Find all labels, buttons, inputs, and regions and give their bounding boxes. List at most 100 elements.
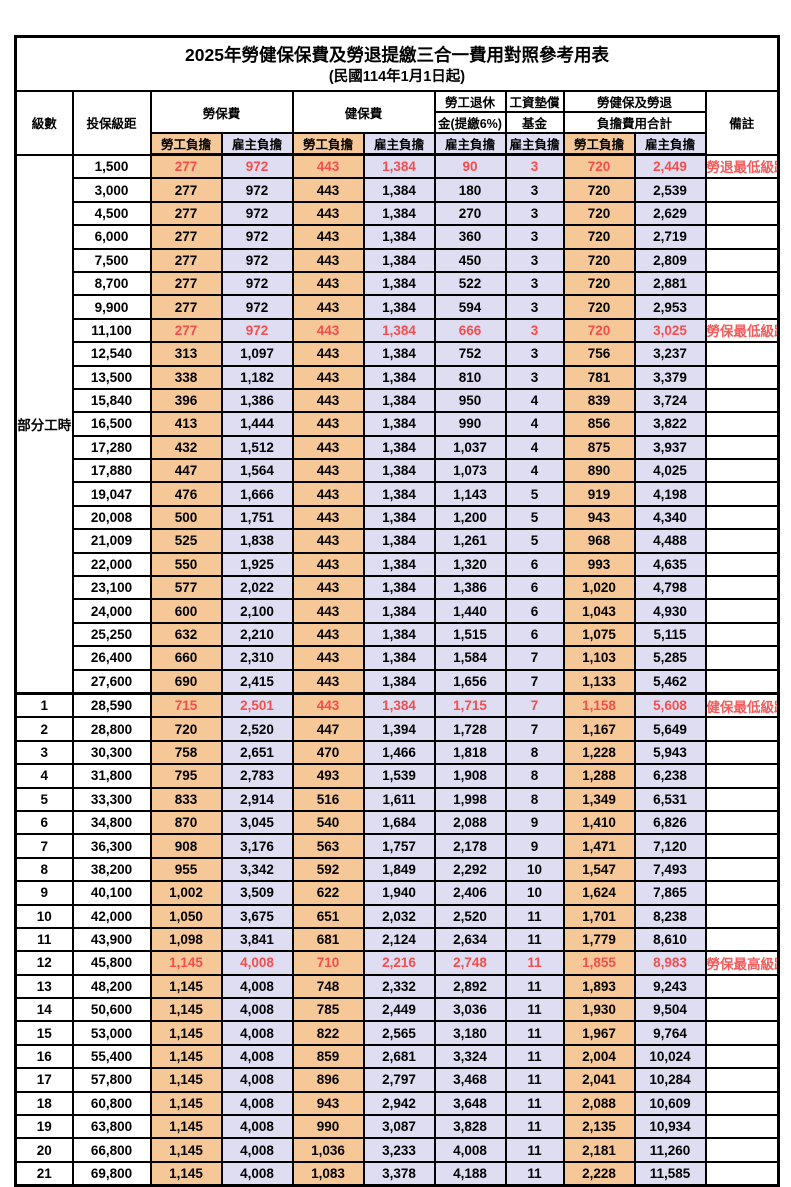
cell-health-employee: 443: [291, 691, 365, 719]
cell-total-employee: 919: [562, 481, 636, 507]
cell-fund-employer: 11: [504, 926, 565, 953]
cell-level: 6: [14, 809, 74, 836]
cell-labor-employer: 2,100: [220, 598, 294, 624]
cell-labor-employee: 338: [149, 364, 223, 390]
cell-health-employer: 1,384: [362, 224, 436, 250]
cell-total-employer: 10,284: [633, 1067, 707, 1093]
cell-total-employee: 2,135: [562, 1113, 636, 1140]
table-row: 12,540 313 1,097 443 1,384 752 3 756 3,237: [16, 341, 780, 367]
cell-labor-employer: 1,097: [220, 341, 294, 367]
cell-fund-employer: 3: [504, 341, 565, 367]
cell-level: 12: [14, 950, 74, 976]
cell-remark: [704, 856, 780, 883]
table-row: 7,500 277 972 443 1,384 450 3 720 2,809: [16, 247, 780, 273]
subheader-health-employer: 雇主負擔: [362, 132, 436, 156]
cell-health-employee: 443: [291, 341, 365, 367]
cell-fund-employer: 6: [504, 621, 565, 648]
cell-pension-employer: 810: [433, 364, 507, 390]
cell-labor-employer: 972: [220, 200, 294, 227]
cell-fund-employer: 4: [504, 411, 565, 437]
cell-bracket: 13,500: [71, 364, 152, 390]
cell-total-employee: 720: [562, 247, 636, 273]
cell-level: 13: [14, 973, 74, 1000]
cell-total-employee: 781: [562, 364, 636, 390]
cell-remark: 勞保最高級距: [704, 950, 780, 976]
cell-remark: [704, 551, 780, 578]
cell-labor-employer: 4,008: [220, 1137, 294, 1163]
cell-health-employee: 443: [291, 411, 365, 437]
cell-remark: [704, 833, 780, 859]
cell-total-employee: 720: [562, 200, 636, 227]
cell-labor-employer: 2,501: [220, 691, 294, 719]
cell-labor-employee: 277: [149, 294, 223, 320]
cell-remark: [704, 458, 780, 484]
cell-pension-employer: 1,584: [433, 645, 507, 671]
cell-remark: [704, 1160, 780, 1187]
cell-bracket: 23,100: [71, 575, 152, 601]
cell-pension-employer: 180: [433, 177, 507, 203]
cell-pension-employer: 3,180: [433, 1020, 507, 1046]
cell-labor-employee: 690: [149, 668, 223, 695]
cell-health-employee: 896: [291, 1067, 365, 1093]
cell-bracket: 28,800: [71, 716, 152, 742]
title-row: 2025年勞健保保費及勞退提繳三合一費用對照參考用表 (民國114年1月1日起): [14, 35, 780, 92]
cell-total-employer: 4,340: [633, 504, 707, 531]
cell-remark: [704, 809, 780, 836]
cell-total-employee: 1,103: [562, 645, 636, 671]
cell-health-employee: 443: [291, 294, 365, 320]
cell-fund-employer: 11: [504, 950, 565, 976]
cell-fund-employer: 5: [504, 481, 565, 507]
cell-fund-employer: 10: [504, 880, 565, 906]
cell-health-employee: 710: [291, 950, 365, 976]
cell-health-employer: 2,449: [362, 997, 436, 1023]
cell-health-employee: 443: [291, 153, 365, 180]
cell-total-employer: 4,798: [633, 575, 707, 601]
part-time-label: 部分工時: [14, 153, 74, 695]
header-remark: 備註: [704, 90, 780, 156]
cell-remark: [704, 247, 780, 273]
cell-total-employer: 2,953: [633, 294, 707, 320]
cell-health-employer: 1,384: [362, 341, 436, 367]
subheader-health-employee: 勞工負擔: [291, 132, 365, 156]
cell-health-employee: 443: [291, 458, 365, 484]
cell-pension-employer: 2,088: [433, 809, 507, 836]
table-row: 17 57,800 1,145 4,008 896 2,797 3,468 11 2,041 10…: [14, 1067, 780, 1093]
cell-labor-employer: 3,509: [220, 880, 294, 906]
cell-labor-employer: 3,675: [220, 903, 294, 929]
cell-total-employee: 1,471: [562, 833, 636, 859]
table-row: 24,000 600 2,100 443 1,384 1,440 6 1,043 4,930: [16, 598, 780, 624]
cell-health-employee: 493: [291, 763, 365, 789]
cell-total-employee: 2,181: [562, 1137, 636, 1163]
cell-labor-employer: 4,008: [220, 1067, 294, 1093]
cell-total-employee: 856: [562, 411, 636, 437]
cell-total-employee: 2,228: [562, 1160, 636, 1187]
table-row: 8,700 277 972 443 1,384 522 3 720 2,881: [16, 270, 780, 297]
cell-health-employee: 447: [291, 716, 365, 742]
cell-pension-employer: 450: [433, 247, 507, 273]
cell-fund-employer: 3: [504, 317, 565, 344]
cell-labor-employee: 955: [149, 856, 223, 883]
cell-total-employer: 5,462: [633, 668, 707, 695]
cell-remark: [704, 411, 780, 437]
cell-labor-employee: 432: [149, 434, 223, 461]
cell-total-employee: 2,004: [562, 1043, 636, 1070]
cell-level: 1: [14, 691, 74, 719]
cell-remark: [704, 434, 780, 461]
cell-pension-employer: 522: [433, 270, 507, 297]
cell-remark: [704, 1090, 780, 1117]
cell-labor-employee: 1,145: [149, 1090, 223, 1117]
cell-labor-employee: 1,145: [149, 1067, 223, 1093]
table-body: 部分工時1,5002779724431,3849037202,449勞退最低級距…: [14, 153, 780, 1187]
cell-health-employer: 2,216: [362, 950, 436, 976]
cell-fund-employer: 11: [504, 1067, 565, 1093]
cell-bracket: 69,800: [71, 1160, 152, 1187]
cell-labor-employee: 908: [149, 833, 223, 859]
cell-remark: [704, 575, 780, 601]
cell-health-employer: 1,384: [362, 364, 436, 390]
cell-bracket: 30,300: [71, 739, 152, 766]
cell-total-employer: 2,449: [633, 153, 707, 180]
cell-labor-employee: 277: [149, 177, 223, 203]
cell-labor-employee: 525: [149, 528, 223, 554]
cell-health-employee: 563: [291, 833, 365, 859]
